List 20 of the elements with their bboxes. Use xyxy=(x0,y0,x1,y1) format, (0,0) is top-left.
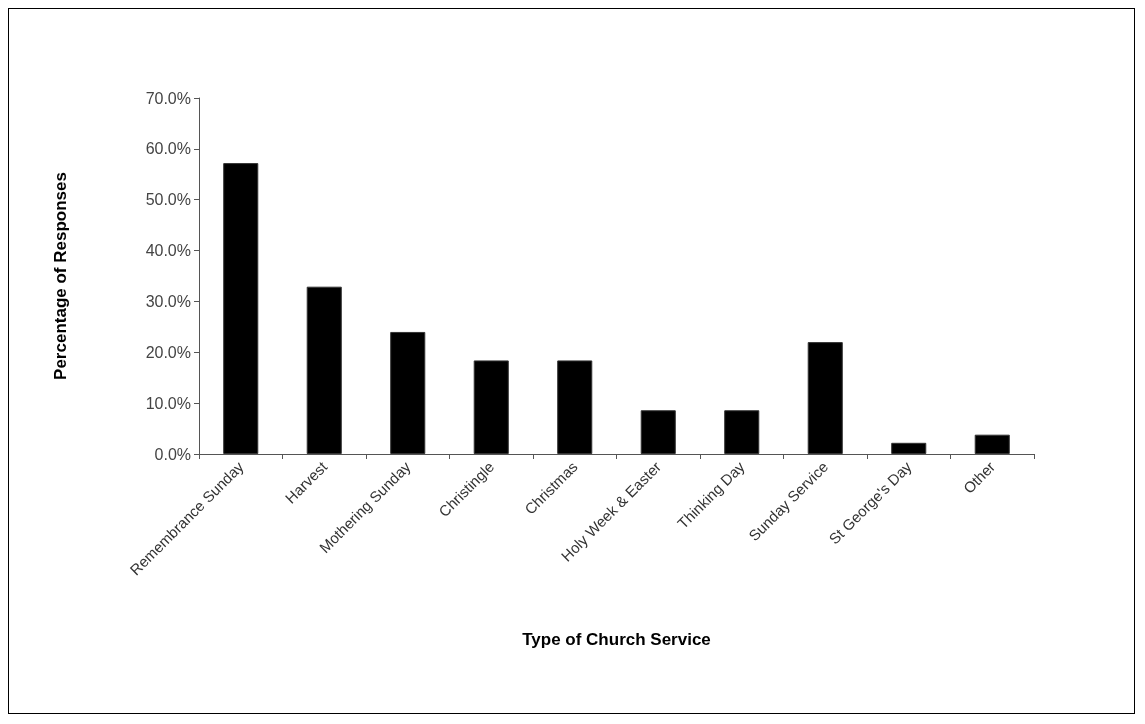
y-tick-label: 30.0% xyxy=(145,292,191,310)
y-tick-label: 40.0% xyxy=(145,242,191,260)
bar xyxy=(473,360,509,454)
y-tick-label: 0.0% xyxy=(154,445,191,463)
x-axis-title: Type of Church Service xyxy=(522,630,711,649)
bar xyxy=(974,434,1010,454)
bar xyxy=(807,342,843,454)
bar xyxy=(640,410,676,454)
bar xyxy=(223,163,259,454)
y-tick-label: 70.0% xyxy=(145,89,191,107)
bar xyxy=(724,410,760,454)
y-tick-label: 10.0% xyxy=(145,394,191,412)
y-tick-label: 20.0% xyxy=(145,343,191,361)
y-tick-label: 60.0% xyxy=(145,140,191,158)
bar xyxy=(891,442,927,454)
y-tick-label: 50.0% xyxy=(145,191,191,209)
bar xyxy=(390,331,426,454)
bar xyxy=(306,286,342,454)
y-axis-title: Percentage of Responses xyxy=(51,172,70,380)
bar xyxy=(557,360,593,454)
